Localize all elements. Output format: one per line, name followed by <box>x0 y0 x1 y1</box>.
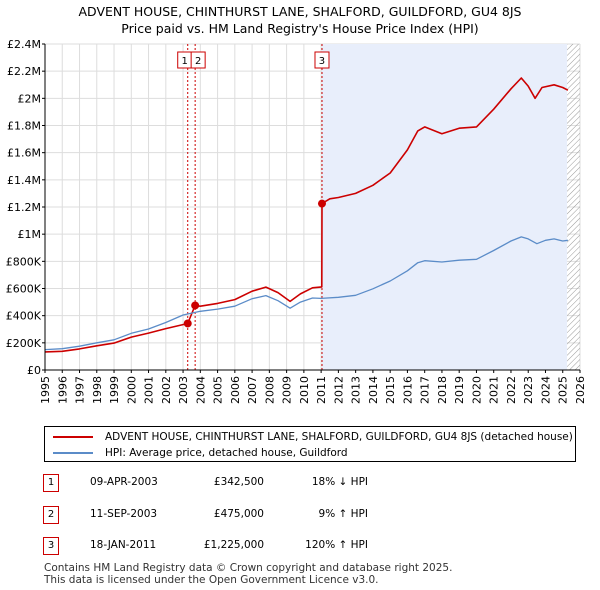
x-tick-label: 2005 <box>212 376 225 404</box>
transaction-row: 3 18-JAN-2011 £1,225,000 120% ↑ HPI <box>0 537 600 555</box>
x-tick-label: 2007 <box>246 376 259 404</box>
transaction-date: 09-APR-2003 <box>90 476 158 488</box>
chart-subtitle: Price paid vs. HM Land Registry's House … <box>121 21 479 36</box>
x-tick-label: 2015 <box>384 376 397 404</box>
y-tick-label: £2M <box>18 92 42 105</box>
transaction-date: 11-SEP-2003 <box>90 508 158 520</box>
transaction-marker-box <box>190 51 206 69</box>
x-tick-label: 1999 <box>108 376 121 404</box>
sale-point <box>183 319 192 328</box>
sale-point <box>191 301 200 310</box>
chart-title: ADVENT HOUSE, CHINTHURST LANE, SHALFORD,… <box>78 4 522 19</box>
x-tick-label: 2004 <box>194 376 207 404</box>
x-tick-label: 2017 <box>419 376 432 404</box>
x-tick-label: 2026 <box>574 376 587 404</box>
transaction-badge: 2 <box>43 506 59 524</box>
x-tick-label: 2014 <box>367 376 380 404</box>
x-tick-label: 2012 <box>332 376 345 404</box>
transaction-date: 18-JAN-2011 <box>90 539 157 551</box>
legend-swatch-property <box>53 436 93 438</box>
footer-copyright: Contains HM Land Registry data © Crown c… <box>44 562 453 574</box>
y-tick-label: £1.8M <box>7 120 41 133</box>
chart-legend: ADVENT HOUSE, CHINTHURST LANE, SHALFORD,… <box>44 426 576 462</box>
x-tick-label: 2019 <box>453 376 466 404</box>
y-tick-label: £2.4M <box>7 38 41 51</box>
y-tick-label: £1.4M <box>7 174 41 187</box>
transaction-price: £475,000 <box>213 508 264 520</box>
transaction-marker-box <box>314 51 330 69</box>
transaction-row: 2 11-SEP-2003 £475,000 9% ↑ HPI <box>0 506 600 524</box>
y-tick-label: £800K <box>6 255 42 268</box>
transaction-marker-label: 1 <box>182 56 188 67</box>
transaction-hpi-change: 9% ↑ HPI <box>318 508 368 520</box>
y-tick-label: £1M <box>18 228 42 241</box>
x-tick-label: 2025 <box>557 376 570 404</box>
y-tick-label: £400K <box>6 310 42 323</box>
transaction-badge: 1 <box>43 474 59 492</box>
x-tick-label: 2018 <box>436 376 449 404</box>
x-tick-label: 2009 <box>281 376 294 404</box>
x-tick-label: 1996 <box>56 376 69 404</box>
y-tick-label: £600K <box>6 283 42 296</box>
x-tick-label: 2000 <box>125 376 138 404</box>
y-tick-label: £2.2M <box>7 65 41 78</box>
transaction-hpi-change: 18% ↓ HPI <box>311 476 368 488</box>
legend-item-property: ADVENT HOUSE, CHINTHURST LANE, SHALFORD,… <box>53 429 573 445</box>
legend-item-hpi: HPI: Average price, detached house, Guil… <box>53 445 348 461</box>
x-tick-label: 2011 <box>315 376 328 404</box>
x-tick-label: 2006 <box>229 376 242 404</box>
x-tick-label: 2022 <box>505 376 518 404</box>
x-tick-label: 2020 <box>470 376 483 404</box>
x-tick-label: 2001 <box>143 376 156 404</box>
legend-swatch-hpi <box>53 452 93 454</box>
series-line-hpi <box>44 236 568 351</box>
x-tick-label: 2021 <box>488 376 501 404</box>
x-tick-label: 2008 <box>263 376 276 404</box>
y-tick-label: £0 <box>27 364 41 377</box>
y-tick-label: £1.6M <box>7 147 41 160</box>
shaded-region <box>321 44 568 370</box>
x-tick-label: 1995 <box>39 376 52 404</box>
x-tick-label: 2010 <box>298 376 311 404</box>
transaction-marker-label: 3 <box>319 56 325 67</box>
transaction-price: £1,225,000 <box>203 539 264 551</box>
transaction-marker-label: 2 <box>195 56 201 67</box>
x-tick-label: 2016 <box>401 376 414 404</box>
transaction-hpi-change: 120% ↑ HPI <box>305 539 368 551</box>
hatched-forecast-region <box>567 44 580 370</box>
transaction-row: 1 09-APR-2003 £342,500 18% ↓ HPI <box>0 474 600 492</box>
x-tick-label: 1998 <box>91 376 104 404</box>
sale-point <box>317 199 326 208</box>
x-tick-label: 2002 <box>160 376 173 404</box>
x-tick-label: 1997 <box>74 376 87 404</box>
x-tick-label: 2013 <box>350 376 363 404</box>
transaction-price: £342,500 <box>213 476 264 488</box>
y-tick-label: £200K <box>6 337 42 350</box>
x-tick-label: 2003 <box>177 376 190 404</box>
x-tick-label: 2023 <box>522 376 535 404</box>
footer-license: This data is licensed under the Open Gov… <box>44 574 379 586</box>
legend-label-property: ADVENT HOUSE, CHINTHURST LANE, SHALFORD,… <box>105 431 573 443</box>
legend-label-hpi: HPI: Average price, detached house, Guil… <box>105 447 348 459</box>
y-tick-label: £1.2M <box>7 201 41 214</box>
x-tick-label: 2024 <box>539 376 552 404</box>
transaction-badge: 3 <box>43 537 59 555</box>
